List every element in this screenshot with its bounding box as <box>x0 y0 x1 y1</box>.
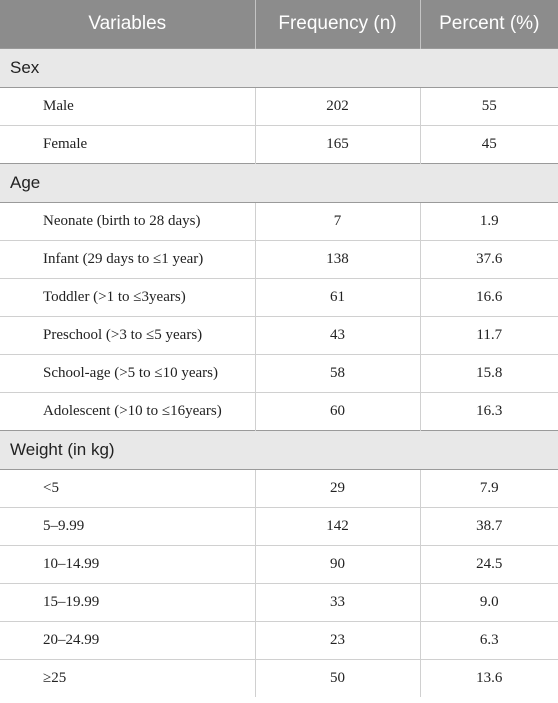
table-row: Toddler (>1 to ≤3years) 61 16.6 <box>0 278 558 317</box>
row-frequency: 29 <box>254 469 420 508</box>
table-body: Sex Male 202 55 Female 165 45 Age Neonate (birth… <box>0 48 558 697</box>
row-frequency: 60 <box>254 392 420 431</box>
row-percent: 11.7 <box>419 316 558 355</box>
row-percent: 45 <box>419 125 558 164</box>
row-percent: 55 <box>419 87 558 126</box>
table-row: Preschool (>3 to ≤5 years) 43 11.7 <box>0 316 558 355</box>
table-row: School-age (>5 to ≤10 years) 58 15.8 <box>0 354 558 393</box>
section-row: Sex <box>0 48 558 88</box>
section-row: Weight (in kg) <box>0 430 558 470</box>
row-frequency: 165 <box>254 125 420 164</box>
row-label: School-age (>5 to ≤10 years) <box>0 354 255 393</box>
row-percent: 24.5 <box>419 545 558 584</box>
row-frequency: 61 <box>254 278 420 317</box>
row-frequency: 90 <box>254 545 420 584</box>
row-percent: 6.3 <box>419 621 558 660</box>
header-frequency: Frequency (n) <box>254 0 420 49</box>
table-row: ≥25 50 13.6 <box>0 659 558 697</box>
row-label: Neonate (birth to 28 days) <box>0 202 255 241</box>
row-frequency: 43 <box>254 316 420 355</box>
row-label: Infant (29 days to ≤1 year) <box>0 240 255 279</box>
table-row: 10–14.99 90 24.5 <box>0 545 558 584</box>
row-percent: 38.7 <box>419 507 558 546</box>
row-frequency: 23 <box>254 621 420 660</box>
row-label: ≥25 <box>0 659 255 697</box>
row-label: 20–24.99 <box>0 621 255 660</box>
row-frequency: 50 <box>254 659 420 697</box>
row-frequency: 138 <box>254 240 420 279</box>
header-row: Variables Frequency (n) Percent (%) <box>0 0 558 49</box>
row-label: Adolescent (>10 to ≤16years) <box>0 392 255 431</box>
row-percent: 7.9 <box>419 469 558 508</box>
table-row: 15–19.99 33 9.0 <box>0 583 558 622</box>
header-percent: Percent (%) <box>419 0 558 49</box>
table-row: 5–9.99 142 38.7 <box>0 507 558 546</box>
row-label: 15–19.99 <box>0 583 255 622</box>
row-label: Preschool (>3 to ≤5 years) <box>0 316 255 355</box>
row-percent: 13.6 <box>419 659 558 697</box>
table-row: Female 165 45 <box>0 125 558 164</box>
row-percent: 16.3 <box>419 392 558 431</box>
row-percent: 9.0 <box>419 583 558 622</box>
row-label: Male <box>0 87 255 126</box>
header-variables: Variables <box>0 0 255 49</box>
section-title: Sex <box>0 48 558 88</box>
row-frequency: 142 <box>254 507 420 546</box>
row-frequency: 202 <box>254 87 420 126</box>
row-percent: 15.8 <box>419 354 558 393</box>
section-title: Weight (in kg) <box>0 430 558 470</box>
row-percent: 37.6 <box>419 240 558 279</box>
table-row: Adolescent (>10 to ≤16years) 60 16.3 <box>0 392 558 431</box>
row-frequency: 58 <box>254 354 420 393</box>
row-percent: 16.6 <box>419 278 558 317</box>
table-row: Male 202 55 <box>0 87 558 126</box>
row-label: Toddler (>1 to ≤3years) <box>0 278 255 317</box>
table-row: Neonate (birth to 28 days) 7 1.9 <box>0 202 558 241</box>
table-row: Infant (29 days to ≤1 year) 138 37.6 <box>0 240 558 279</box>
row-frequency: 7 <box>254 202 420 241</box>
table-header: Variables Frequency (n) Percent (%) <box>0 0 558 49</box>
row-label: 10–14.99 <box>0 545 255 584</box>
section-title: Age <box>0 163 558 203</box>
row-percent: 1.9 <box>419 202 558 241</box>
table-row: 20–24.99 23 6.3 <box>0 621 558 660</box>
row-label: 5–9.99 <box>0 507 255 546</box>
section-row: Age <box>0 163 558 203</box>
row-label: Female <box>0 125 255 164</box>
table-row: <5 29 7.9 <box>0 469 558 508</box>
row-frequency: 33 <box>254 583 420 622</box>
row-label: <5 <box>0 469 255 508</box>
